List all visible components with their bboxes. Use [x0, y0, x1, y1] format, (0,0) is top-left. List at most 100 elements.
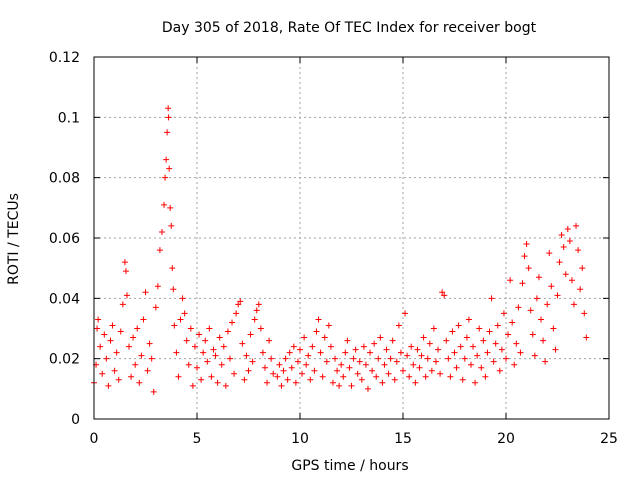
data-point [325, 322, 332, 329]
data-point [165, 105, 172, 112]
data-point [235, 301, 242, 308]
data-point [509, 319, 516, 326]
y-tick-label: 0.02 [49, 352, 80, 368]
data-point [556, 259, 563, 266]
x-tick-labels: 0 5 10 15 20 25 [90, 431, 618, 447]
data-point [570, 301, 577, 308]
data-point [121, 259, 128, 266]
data-point [226, 355, 233, 362]
data-point [177, 316, 184, 323]
data-point [168, 222, 175, 229]
data-point [156, 247, 163, 254]
data-point [204, 358, 211, 365]
data-point [356, 358, 363, 365]
y-tick-label: 0.08 [49, 171, 80, 187]
data-point [511, 361, 518, 368]
data-point [488, 295, 495, 302]
data-point [383, 346, 390, 353]
data-point [284, 376, 291, 383]
data-point [150, 388, 157, 395]
data-point [332, 355, 339, 362]
data-point [577, 286, 584, 293]
data-point [282, 355, 289, 362]
data-point [152, 304, 159, 311]
data-point [480, 337, 487, 344]
data-point [538, 316, 545, 323]
data-point [338, 361, 345, 368]
data-point [360, 343, 367, 350]
data-point [476, 325, 483, 332]
data-point [162, 174, 169, 181]
data-point [173, 349, 180, 356]
data-point [288, 364, 295, 371]
data-point [286, 349, 293, 356]
data-point [161, 201, 168, 208]
data-point [313, 328, 320, 335]
data-point [109, 322, 116, 329]
data-point [194, 364, 200, 371]
data-point [299, 370, 306, 377]
data-point [94, 325, 101, 332]
y-tick-label: 0.04 [49, 291, 80, 307]
data-point [163, 156, 170, 163]
data-point [294, 358, 301, 365]
data-point [393, 358, 400, 365]
data-point [169, 265, 176, 272]
data-point [231, 370, 238, 377]
data-point [305, 352, 312, 359]
data-point [540, 337, 547, 344]
data-point [336, 382, 343, 389]
data-point [548, 283, 555, 290]
data-point [546, 250, 553, 257]
data-point [224, 328, 231, 335]
data-point [249, 358, 256, 365]
data-point [134, 325, 141, 332]
data-point [208, 373, 215, 380]
data-point [268, 355, 275, 362]
data-point [170, 286, 177, 293]
data-point [311, 367, 318, 374]
data-point [550, 325, 557, 332]
data-point [210, 346, 217, 353]
data-point [420, 334, 427, 341]
data-point [373, 373, 380, 380]
data-point [319, 373, 326, 380]
data-point [247, 331, 254, 338]
data-point [523, 241, 530, 248]
data-point [243, 352, 250, 359]
data-point [329, 379, 336, 386]
data-point [113, 349, 120, 356]
data-point [558, 231, 565, 238]
data-point [465, 316, 472, 323]
data-point [535, 274, 542, 281]
y-axis-label: ROTI / TECUs [6, 193, 22, 285]
data-point [435, 346, 442, 353]
data-point [542, 358, 549, 365]
data-point [455, 322, 462, 329]
data-point [404, 352, 411, 359]
data-point [467, 361, 474, 368]
data-point [430, 325, 437, 332]
data-point [554, 292, 561, 299]
data-point [175, 373, 182, 380]
data-point [463, 334, 470, 341]
data-point [527, 307, 534, 314]
data-point [276, 361, 283, 368]
data-point [389, 337, 396, 344]
data-point [515, 304, 522, 311]
data-point [179, 295, 186, 302]
data-point [218, 361, 225, 368]
data-point [459, 376, 466, 383]
data-point [95, 316, 102, 323]
data-point [402, 310, 409, 317]
data-point [494, 322, 501, 329]
data-point [385, 370, 392, 377]
data-point [158, 228, 165, 235]
data-point [400, 367, 406, 374]
data-point [432, 358, 439, 365]
data-point [297, 346, 303, 353]
x-tick-label: 15 [394, 431, 412, 447]
data-point [185, 361, 192, 368]
data-point [517, 349, 524, 356]
chart-title: Day 305 of 2018, Rate Of TEC Index for r… [162, 20, 537, 36]
